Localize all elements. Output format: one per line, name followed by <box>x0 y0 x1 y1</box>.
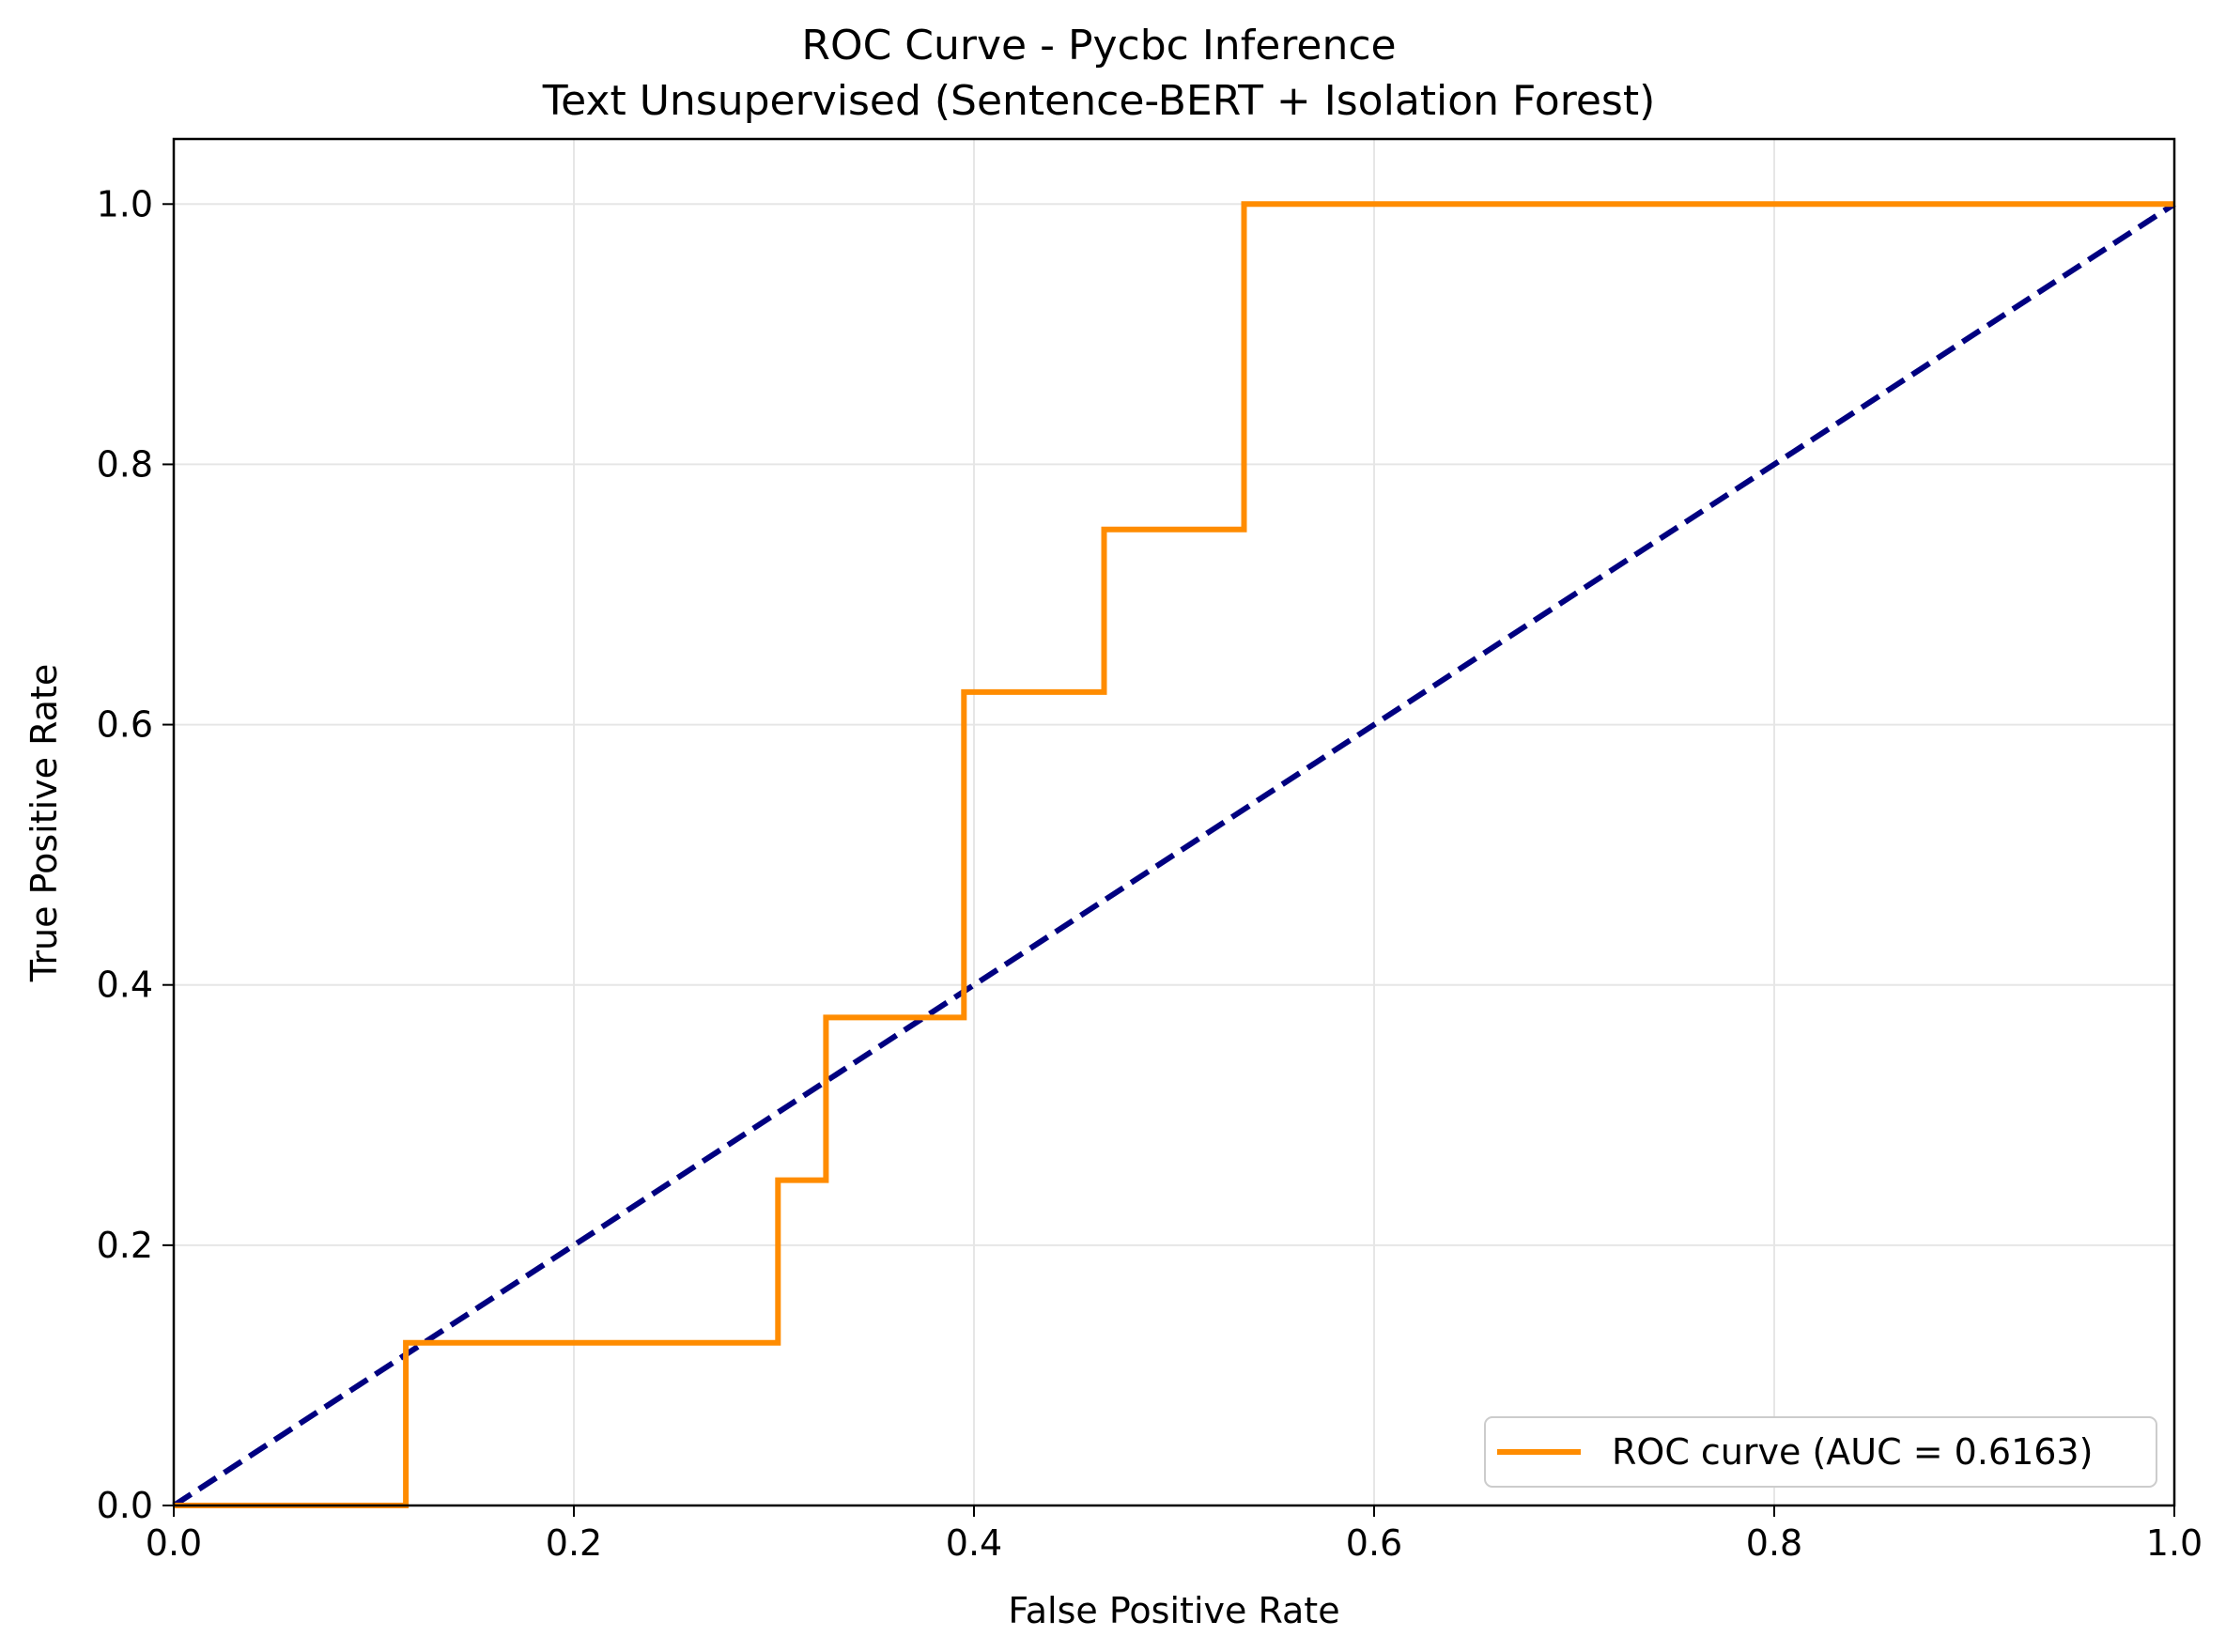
plot-lines <box>172 201 2176 1508</box>
chart-subtitle: Text Unsupervised (Sentence-BERT + Isola… <box>542 77 1656 125</box>
grid-lines <box>173 139 2175 1506</box>
legend-box <box>1484 1416 2157 1488</box>
x-tick-label: 0.4 <box>946 1522 1002 1564</box>
x-tick-label: 0.2 <box>546 1522 602 1564</box>
legend-label-roc: ROC curve (AUC = 0.6163) <box>1612 1431 2093 1473</box>
x-tick-label: 0.0 <box>146 1522 202 1564</box>
y-tick-label: 0.6 <box>97 704 153 746</box>
y-tick-label: 1.0 <box>97 183 153 224</box>
y-axis-ticks: 0.0 0.2 0.4 0.6 0.8 1.0 <box>97 183 174 1526</box>
x-tick-label: 0.6 <box>1346 1522 1402 1564</box>
x-tick-label: 1.0 <box>2146 1522 2203 1564</box>
roc-curve-line <box>174 201 2174 1508</box>
chart-title: ROC Curve - Pycbc Inference <box>801 22 1396 69</box>
chance-diagonal-line <box>172 201 2176 1508</box>
legend: ROC curve (AUC = 0.6163) <box>1484 1416 2157 1488</box>
plot-frame <box>172 137 2176 1507</box>
x-axis-label: False Positive Rate <box>1008 1590 1339 1631</box>
y-tick-label: 0.0 <box>97 1485 153 1526</box>
y-tick-label: 0.2 <box>97 1225 153 1266</box>
x-axis-ticks: 0.0 0.2 0.4 0.6 0.8 1.0 <box>146 1505 2203 1564</box>
y-axis-label: True Positive Rate <box>23 664 65 983</box>
y-tick-label: 0.4 <box>97 965 153 1006</box>
y-tick-label: 0.8 <box>97 443 153 485</box>
x-tick-label: 0.8 <box>1746 1522 1802 1564</box>
